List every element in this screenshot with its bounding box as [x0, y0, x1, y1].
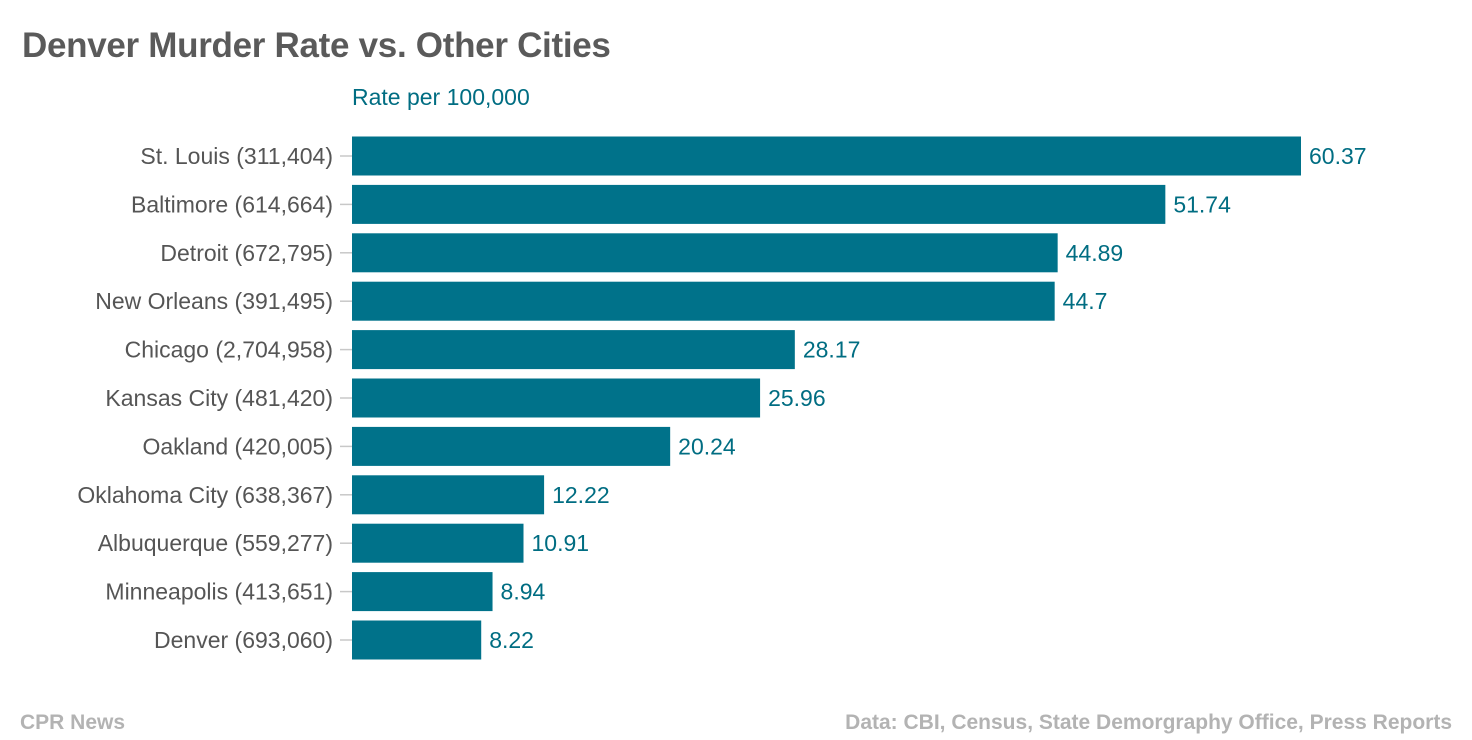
category-label: Baltimore (614,664): [131, 191, 333, 217]
bar[interactable]: [352, 184, 1166, 224]
chart-title: Denver Murder Rate vs. Other Cities: [22, 26, 611, 65]
value-label: 44.89: [1066, 240, 1124, 266]
value-label: 28.17: [803, 337, 861, 363]
bar[interactable]: [352, 136, 1301, 176]
category-label: Albuquerque (559,277): [98, 530, 333, 556]
category-label: Chicago (2,704,958): [125, 337, 333, 363]
value-label: 44.7: [1063, 288, 1108, 314]
footer-brand: CPR News: [20, 711, 126, 734]
bar[interactable]: [352, 620, 482, 660]
category-label: Oklahoma City (638,367): [77, 482, 333, 508]
bar[interactable]: [352, 572, 493, 612]
bar[interactable]: [352, 475, 545, 515]
bar[interactable]: [352, 426, 671, 466]
bar[interactable]: [352, 378, 761, 418]
category-label: Oakland (420,005): [142, 433, 333, 459]
footer-source: Data: CBI, Census, State Demorgraphy Off…: [845, 711, 1452, 734]
bar[interactable]: [352, 233, 1058, 273]
value-label: 25.96: [768, 385, 826, 411]
bar[interactable]: [352, 281, 1055, 321]
value-label: 8.22: [489, 627, 534, 653]
axis-subtitle: Rate per 100,000: [352, 84, 530, 110]
value-label: 8.94: [501, 579, 546, 605]
category-label: Detroit (672,795): [160, 240, 333, 266]
category-label: Kansas City (481,420): [105, 385, 333, 411]
value-label: 60.37: [1309, 143, 1367, 169]
value-label: 10.91: [532, 530, 590, 556]
category-label: St. Louis (311,404): [140, 143, 333, 169]
bar[interactable]: [352, 523, 524, 563]
category-label: New Orleans (391,495): [95, 288, 333, 314]
value-label: 20.24: [678, 433, 736, 459]
value-label: 51.74: [1173, 191, 1231, 217]
category-label: Minneapolis (413,651): [105, 579, 333, 605]
value-label: 12.22: [552, 482, 610, 508]
category-label: Denver (693,060): [154, 627, 333, 653]
bar[interactable]: [352, 330, 795, 370]
